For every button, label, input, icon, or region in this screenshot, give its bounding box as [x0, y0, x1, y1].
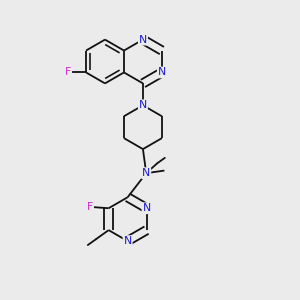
- Text: F: F: [65, 68, 71, 77]
- Text: N: N: [139, 34, 147, 45]
- Text: F: F: [87, 202, 93, 212]
- Text: N: N: [124, 236, 132, 246]
- Text: N: N: [158, 68, 166, 77]
- Text: N: N: [139, 100, 147, 110]
- Text: N: N: [142, 203, 151, 213]
- Text: N: N: [142, 168, 150, 178]
